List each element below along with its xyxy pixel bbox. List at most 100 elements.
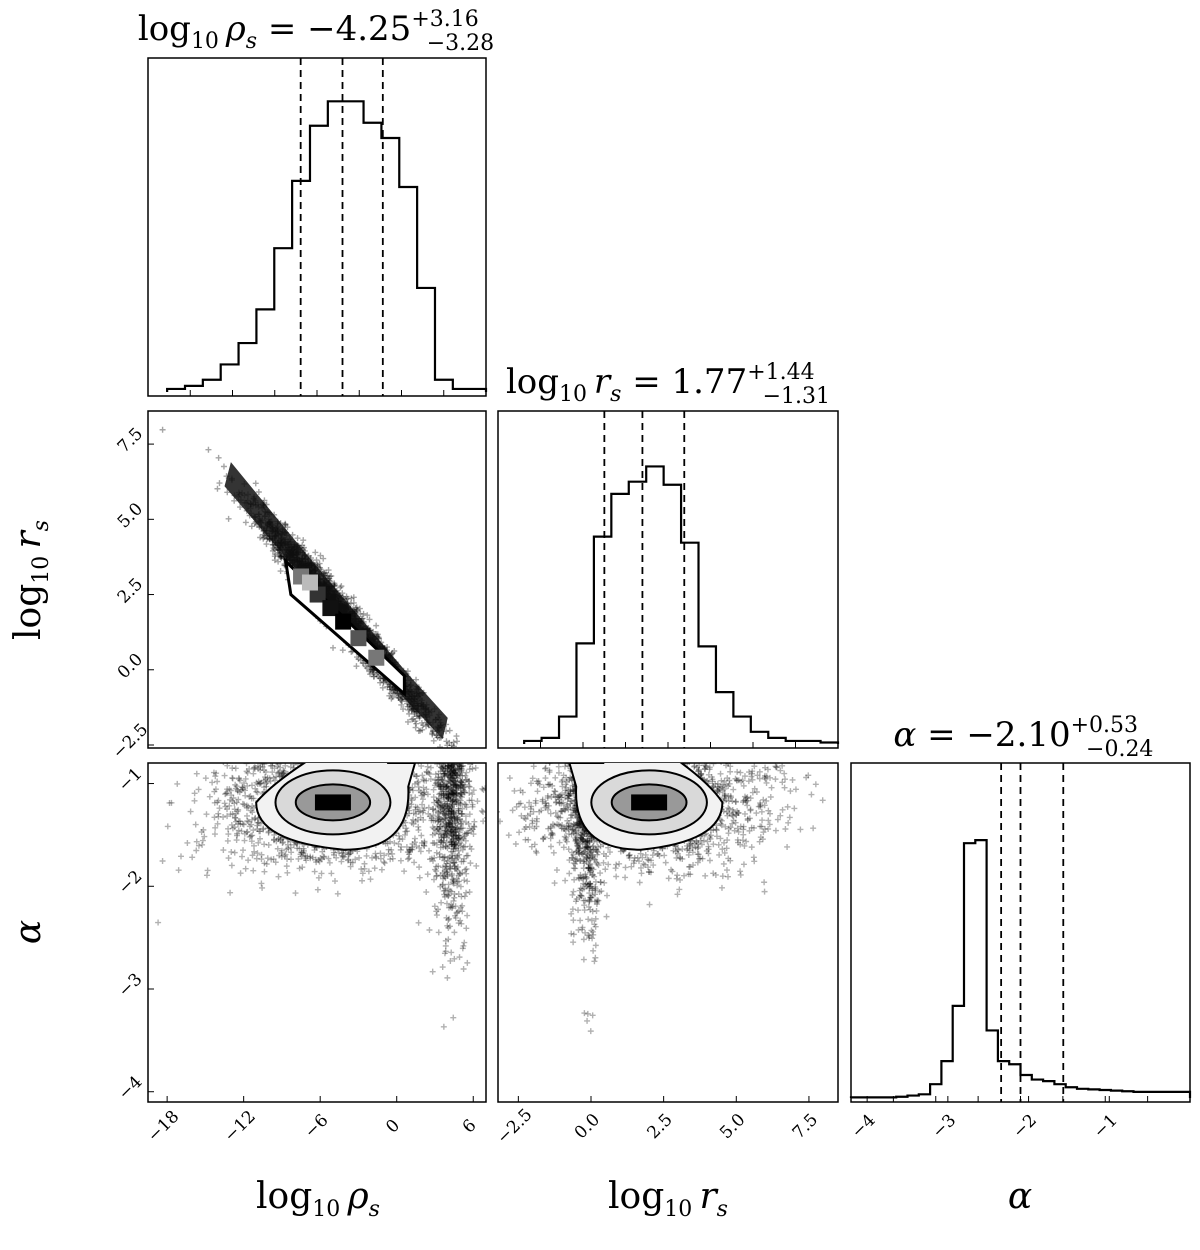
sample-point	[456, 825, 463, 832]
sample-point	[443, 783, 450, 790]
sample-point	[457, 793, 464, 800]
sample-point	[278, 849, 285, 856]
sample-point	[462, 789, 469, 796]
sample-point	[416, 864, 423, 871]
sample-point	[450, 809, 457, 816]
sample-point	[269, 547, 276, 554]
sample-point	[444, 763, 451, 769]
sample-point	[459, 902, 466, 909]
sample-point	[362, 663, 369, 670]
sample-point	[444, 765, 451, 772]
sample-point	[324, 572, 331, 579]
sample-point	[345, 752, 351, 758]
sample-point	[416, 808, 423, 815]
sample-point	[453, 835, 460, 842]
sample-point	[439, 765, 446, 772]
sample-point	[356, 755, 362, 761]
sample-point	[391, 840, 398, 847]
sample-point	[458, 820, 465, 827]
sample-point	[457, 797, 464, 804]
sample-point	[437, 804, 444, 811]
sample-point	[430, 857, 437, 864]
sample-point	[438, 752, 444, 758]
sample-point	[443, 800, 450, 807]
sample-point	[451, 862, 458, 869]
sample-point	[316, 750, 322, 756]
sample-point	[465, 820, 472, 827]
sample-point	[379, 756, 385, 762]
sample-point	[380, 679, 387, 686]
sample-point	[423, 734, 429, 740]
sample-point	[430, 794, 437, 801]
sample-point	[458, 763, 465, 770]
sample-point	[294, 749, 300, 755]
sample-point	[447, 820, 454, 827]
sample-point	[263, 541, 270, 548]
sample-point	[365, 749, 371, 755]
sample-point	[336, 849, 343, 856]
sample-point	[450, 835, 457, 842]
sample-point	[368, 738, 374, 744]
sample-point	[470, 831, 477, 838]
sample-point	[406, 847, 413, 854]
sample-point	[247, 833, 254, 840]
sample-point	[464, 878, 471, 885]
sample-point	[441, 770, 448, 777]
sample-point	[322, 750, 328, 756]
sample-point	[458, 763, 465, 770]
sample-point	[211, 831, 218, 838]
sample-point	[235, 806, 242, 813]
sample-point	[442, 767, 449, 774]
sample-point	[358, 736, 364, 742]
sample-point	[159, 426, 166, 433]
sample-point	[442, 827, 449, 834]
sample-point	[279, 840, 286, 847]
sample-point	[439, 870, 446, 877]
sample-point	[244, 769, 251, 776]
sample-point	[436, 814, 443, 821]
sample-point	[355, 656, 362, 663]
sample-point	[375, 673, 382, 680]
sample-point	[277, 553, 284, 560]
sample-point	[437, 823, 444, 830]
sample-point	[367, 671, 374, 678]
sample-point	[271, 777, 278, 784]
sample-point	[384, 683, 391, 690]
sample-point	[459, 908, 466, 915]
sample-point	[211, 799, 218, 806]
sample-point	[281, 751, 287, 757]
sample-point	[234, 786, 241, 793]
sample-point	[465, 783, 472, 790]
sample-point	[448, 770, 455, 777]
sample-point	[327, 752, 333, 758]
sample-point	[229, 825, 236, 832]
sample-point	[449, 824, 456, 831]
sample-point	[419, 809, 426, 816]
joint-rho-vs-rs: −2.50.02.55.07.5	[109, 410, 487, 763]
sample-point	[231, 497, 238, 504]
sample-point	[366, 668, 373, 675]
sample-point	[261, 763, 268, 767]
sample-point	[439, 804, 446, 811]
sample-point	[320, 555, 327, 562]
sample-point	[261, 532, 268, 539]
sample-point	[397, 857, 404, 864]
sample-point	[270, 545, 277, 552]
sample-point	[232, 781, 239, 788]
sample-point	[377, 679, 384, 686]
sample-point	[302, 852, 309, 859]
sample-point	[462, 801, 469, 808]
sample-point	[380, 754, 386, 760]
sample-point	[460, 858, 467, 865]
sample-point	[441, 868, 448, 875]
sample-point	[363, 852, 370, 859]
sample-point	[438, 837, 445, 844]
sample-point	[410, 821, 417, 828]
sample-point	[440, 837, 447, 844]
sample-point	[445, 936, 452, 943]
sample-point	[448, 848, 455, 855]
sample-point	[457, 782, 464, 789]
sample-point	[228, 821, 235, 828]
sample-point	[409, 787, 416, 794]
sample-point	[449, 879, 456, 886]
